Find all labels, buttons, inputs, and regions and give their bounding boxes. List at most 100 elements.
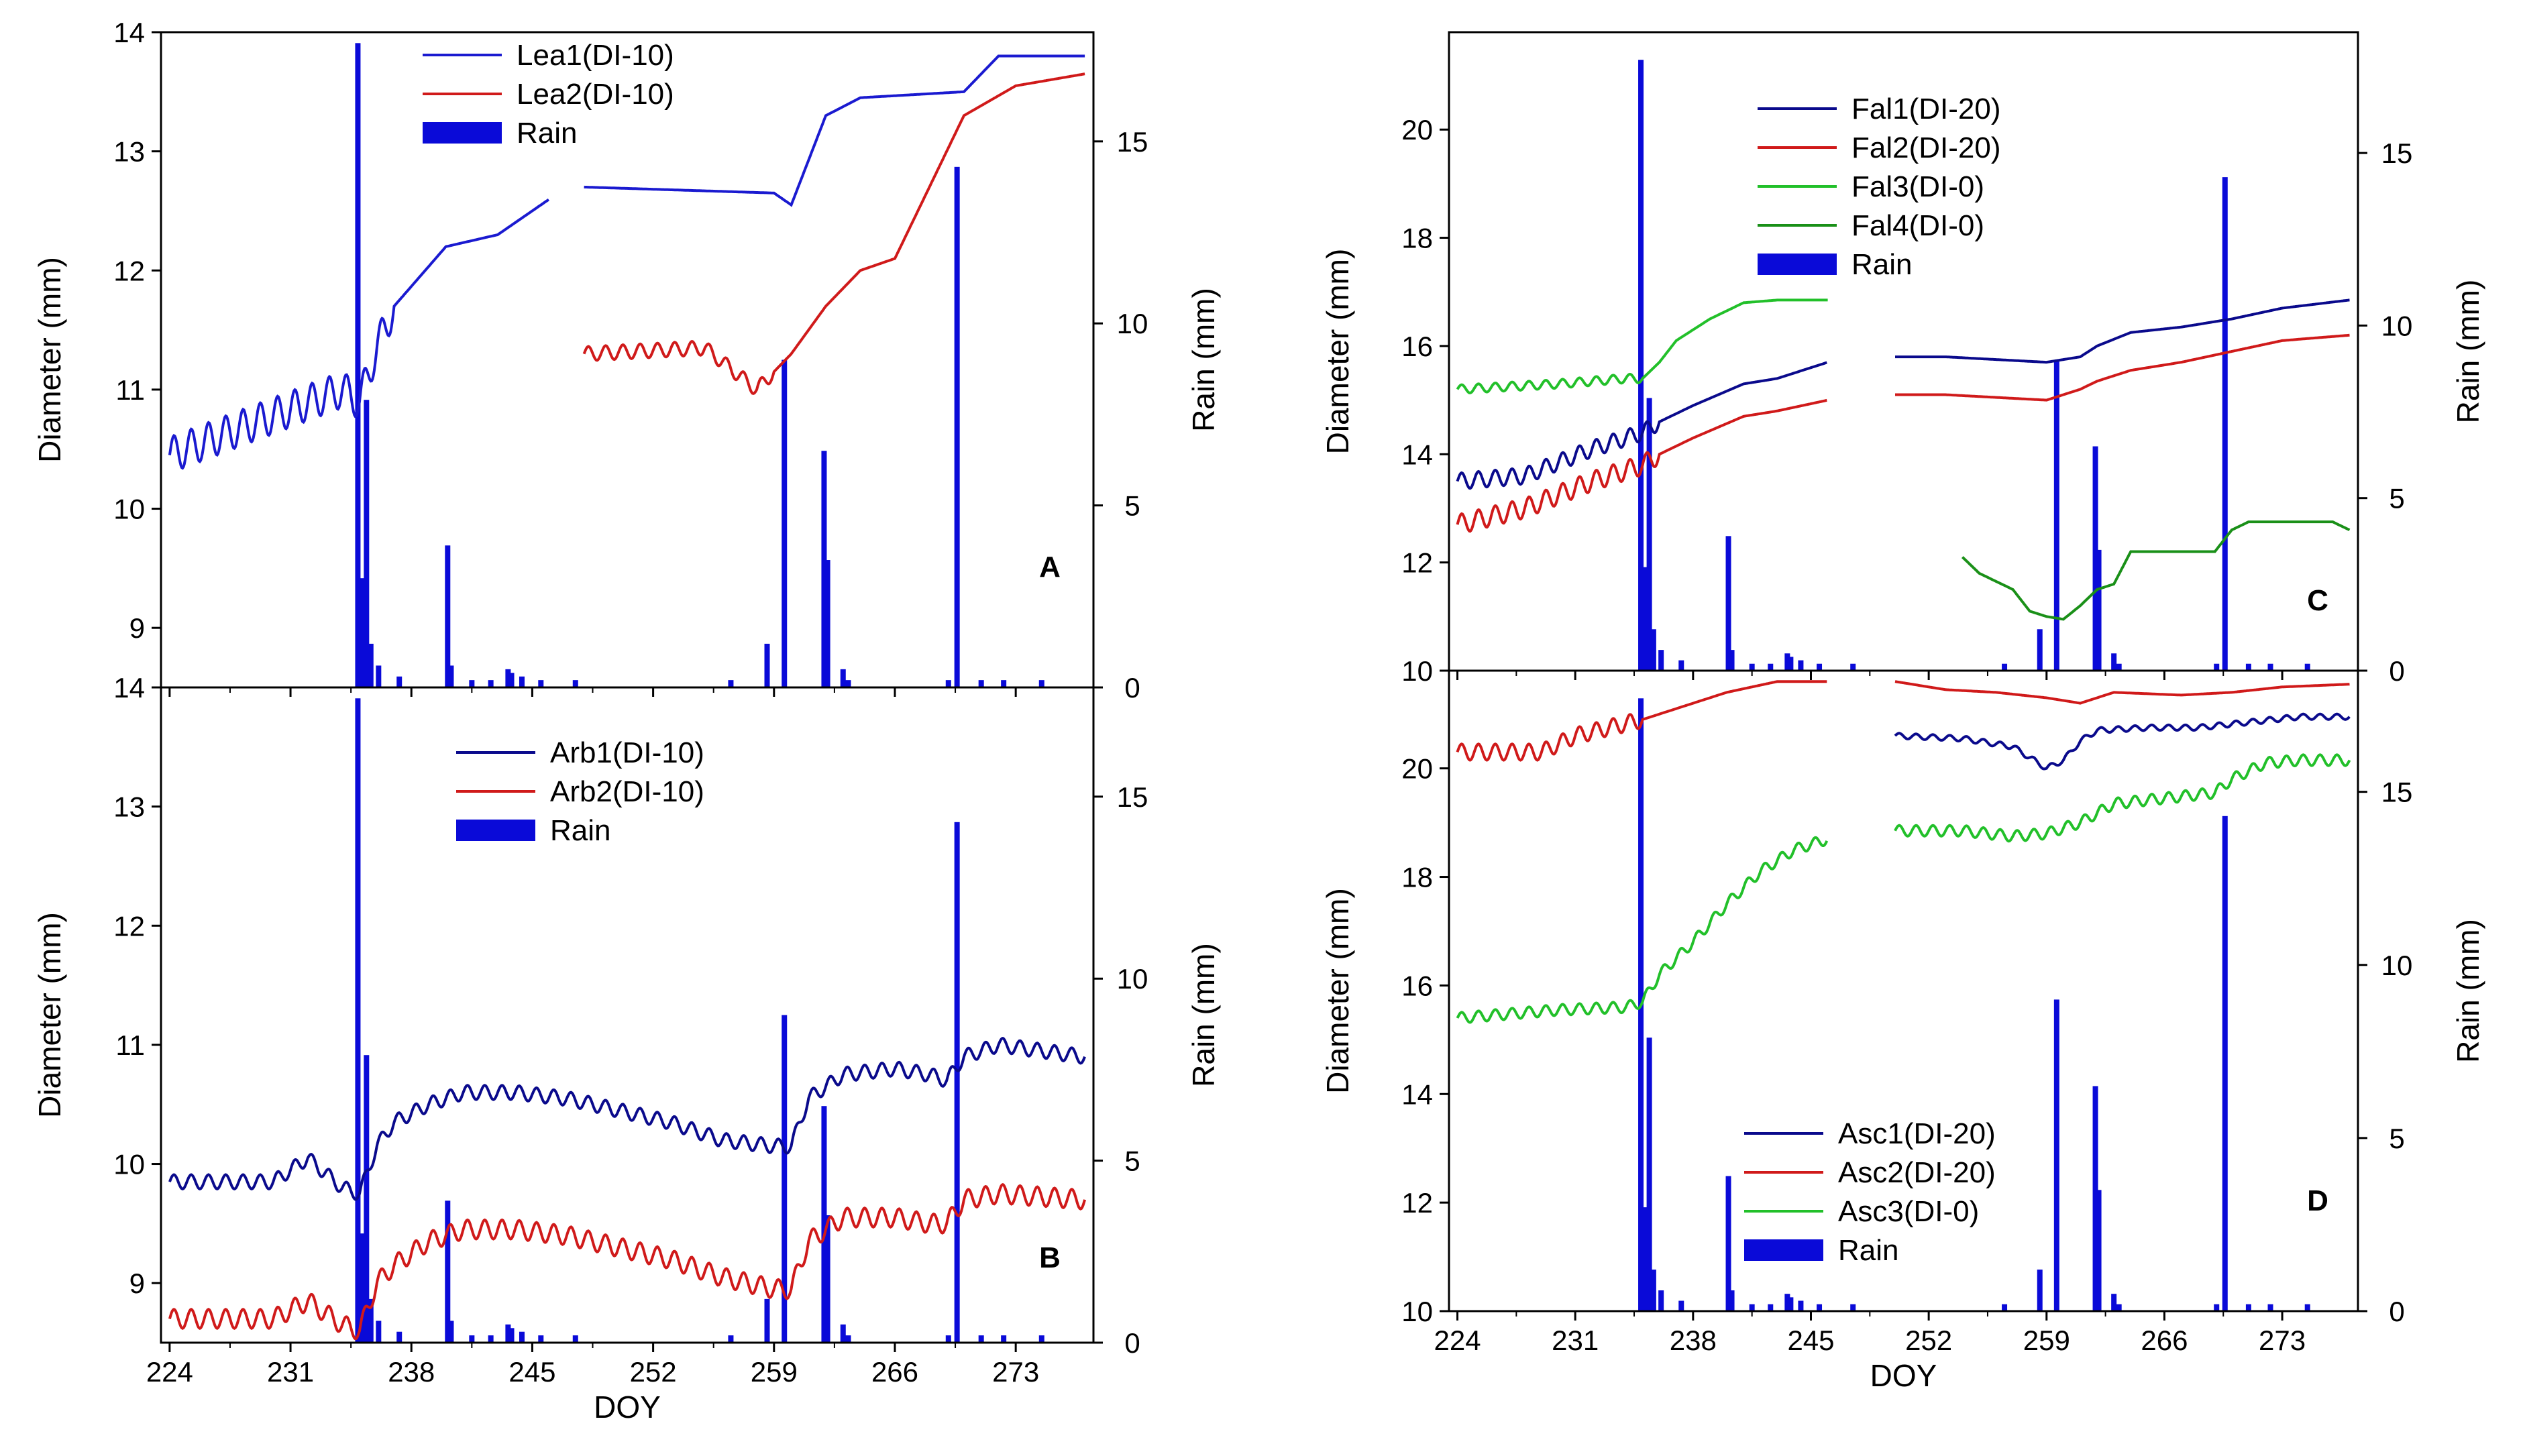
x-tick-label: 259 [751,1356,798,1388]
rain-bar [1658,1290,1664,1311]
rain-bar [364,400,370,687]
legend-label: Fal4(DI-0) [1851,209,1984,242]
rain-bar [1850,1304,1856,1311]
rain-bar [359,578,365,687]
rain-bar [840,669,846,687]
rain-bar [469,1335,475,1343]
rain-bar [572,1335,578,1343]
rain-bar [1646,398,1652,671]
x-tick-label: 273 [992,1356,1039,1388]
y-tick-label: 11 [115,1029,145,1061]
y2-tick-label: 5 [2389,483,2404,514]
rain-bar [1798,1300,1804,1311]
legend-swatch [1744,1239,1823,1261]
panel-letter: C [2307,584,2328,617]
x-tick-label: 273 [2259,1325,2306,1356]
series-line-fal3-di-0 [1456,298,1828,394]
series-line-lea2-di-10 [582,72,1085,396]
rain-bar [782,359,788,687]
y2-tick-label: 5 [1124,1145,1140,1177]
rain-bar [2222,177,2228,671]
y-tick-label: 18 [1401,223,1433,254]
legend-label: Rain [1838,1234,1899,1267]
rain-bar [2111,653,2117,671]
y2-tick-label: 10 [1117,963,1148,995]
plot-frame [1448,31,2359,672]
rain-bar [1638,60,1644,671]
x-tick-label: 266 [2141,1325,2188,1356]
rain-bar [2092,446,2098,671]
rain-bar [2096,549,2102,671]
rain-bar [945,680,951,687]
y2-axis-label: Rain (mm) [2451,919,2485,1063]
rain-bar [821,451,827,687]
x-tick-label: 266 [871,1356,918,1388]
rain-bar [396,1331,402,1343]
rain-bar [2053,359,2059,671]
rain-bar [824,560,830,687]
legend-swatch [456,820,535,841]
plot-frame [160,686,1095,1344]
rain-bar [1642,567,1648,671]
y-tick-label: 14 [1401,1078,1433,1110]
y2-tick-label: 10 [2381,950,2413,981]
y2-tick-label: 0 [1124,672,1140,704]
panel-d: 224 231 238 245 252 259 266 273 10 12 14 16 18 20 0 5 10… [1320,669,2485,1393]
rain-bar [978,680,984,687]
y-tick-label: 10 [1401,655,1433,687]
rain-bar [840,1324,846,1343]
y-tick-label: 16 [1401,970,1433,1001]
x-tick-label: 245 [1787,1325,1834,1356]
panel-a: 9 10 11 12 13 14 0 5 10 15 Diameter (mm) Rain (mm) A… [32,17,1221,704]
rain-bar [1650,629,1656,671]
rain-bar [2214,1304,2220,1311]
y-tick-label: 9 [129,1268,145,1299]
rain-bar [1749,663,1755,671]
legend-label: Asc1(DI-20) [1838,1117,1996,1150]
y-tick-label: 12 [113,910,145,942]
rain-bar [1658,650,1664,671]
series-line-fal4-di-0 [1961,520,2351,621]
rain-bar [2304,663,2310,671]
rain-bar [505,1324,511,1343]
rain-bar [376,1321,382,1343]
panel-letter: D [2307,1184,2328,1217]
y2-tick-label: 0 [2389,655,2404,687]
x-tick-label: 238 [388,1356,435,1388]
rain-bar [2245,1304,2251,1311]
rain-bar [2214,663,2220,671]
y-tick-label: 20 [1401,114,1433,146]
rain-bar [2002,663,2008,671]
rain-bar [519,1331,525,1343]
y2-tick-label: 5 [1124,490,1140,522]
legend: Lea1(DI-10) Lea2(DI-10) Rain [423,39,674,150]
y2-tick-label: 10 [2381,310,2413,341]
rain-bar [845,1335,851,1343]
rain-bar [1784,653,1790,671]
legend: Fal1(DI-20) Fal2(DI-20) Fal3(DI-0) Fal4(DI-… [1758,93,2001,281]
rain-bar [1817,663,1823,671]
y-tick-label: 10 [1401,1296,1433,1327]
rain-bar [728,1335,734,1343]
rain-bar [355,698,361,1343]
x-tick-label: 224 [1434,1325,1481,1356]
legend-label: Rain [517,117,578,150]
y-tick-label: 14 [1401,439,1433,470]
rain-bar [954,166,960,688]
rain-bar [368,1298,374,1343]
legend-label: Rain [1851,248,1913,281]
legend-label: Lea1(DI-10) [517,39,674,72]
rain-bar [945,1335,951,1343]
rain-bar [448,1321,454,1343]
y2-axis-label: Rain (mm) [1186,943,1221,1087]
rain-bar [572,680,578,687]
y-tick-label: 10 [113,494,145,525]
legend: Arb1(DI-10) Arb2(DI-10) Rain [456,736,704,847]
rain-bar [2304,1304,2310,1311]
panel-letter: B [1039,1241,1061,1274]
y-tick-label: 20 [1401,753,1433,785]
y2-tick-label: 15 [1117,781,1148,813]
y-axis-label: Diameter (mm) [32,257,67,463]
legend-label: Arb2(DI-10) [550,775,704,808]
legend-label: Arb1(DI-10) [550,736,704,769]
